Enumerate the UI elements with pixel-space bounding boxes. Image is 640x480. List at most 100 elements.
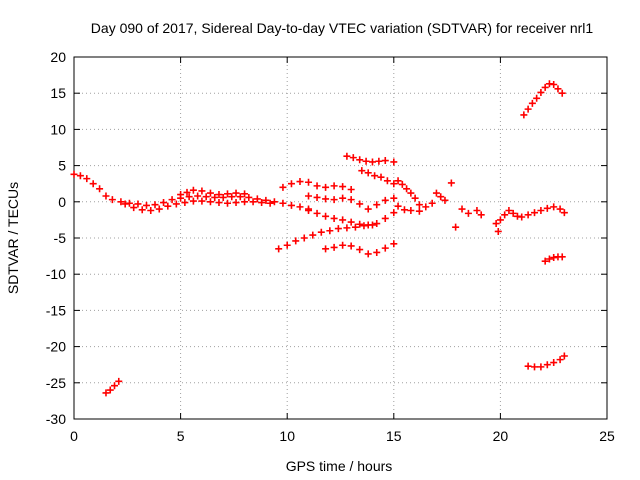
data-point: [155, 205, 163, 213]
axis-ticks: 0 5 10 15 20 25 -30 -25 -20 -15 -10 -5 0 5 10 15 20: [46, 49, 615, 444]
data-point: [206, 198, 214, 206]
data-point: [115, 377, 123, 385]
data-point: [531, 363, 539, 371]
x-axis-label: GPS time / hours: [286, 458, 393, 474]
data-point: [537, 206, 545, 214]
data-point: [89, 180, 97, 188]
sdtvar-late-neg22: [524, 352, 568, 371]
data-point: [368, 158, 376, 166]
data-point: [130, 204, 138, 212]
data-point: [339, 241, 347, 249]
data-point: [292, 237, 300, 245]
data-point: [111, 382, 119, 390]
data-point: [531, 209, 539, 217]
data-point: [432, 189, 440, 197]
data-point: [305, 206, 313, 214]
data-point: [287, 201, 295, 209]
data-point: [347, 185, 355, 193]
data-point: [377, 173, 385, 181]
data-point: [452, 223, 460, 231]
data-point: [262, 196, 270, 204]
data-point: [541, 83, 549, 91]
sdtvar-arc-upper-b: [305, 192, 398, 213]
data-point: [121, 200, 129, 208]
data-point: [215, 199, 223, 207]
data-point: [381, 157, 389, 165]
data-point: [373, 220, 381, 228]
data-point: [428, 199, 436, 207]
data-point: [249, 198, 257, 206]
data-point: [496, 216, 504, 224]
data-point: [283, 241, 291, 249]
data-point: [356, 246, 364, 254]
data-point: [373, 248, 381, 256]
data-point: [347, 242, 355, 250]
data-point: [313, 193, 321, 201]
sdtvar-arc-top-b: [358, 167, 398, 188]
data-point: [415, 201, 423, 209]
data-point: [317, 228, 325, 236]
data-point: [102, 389, 110, 397]
y-tick-label: -5: [54, 230, 67, 246]
data-point: [322, 183, 330, 191]
y-tick-label: -10: [46, 266, 66, 282]
data-points: [70, 80, 568, 397]
data-point: [177, 191, 185, 199]
sdtvar-main-trace: [70, 170, 313, 213]
data-point: [134, 200, 142, 208]
data-point: [224, 199, 232, 207]
data-point: [151, 201, 159, 209]
sdtvar-early-neg25: [102, 377, 123, 397]
sdtvar-falling-segment: [394, 177, 423, 209]
data-point: [390, 209, 398, 217]
data-point: [70, 170, 78, 178]
data-point: [339, 216, 347, 224]
data-point: [339, 183, 347, 191]
data-point: [524, 105, 532, 113]
data-point: [160, 199, 168, 207]
data-point: [147, 206, 155, 214]
sdtvar-late-main: [496, 203, 568, 224]
data-point: [360, 222, 368, 230]
data-point: [494, 227, 502, 235]
data-point: [296, 203, 304, 211]
data-point: [339, 194, 347, 202]
data-point: [202, 193, 210, 201]
data-point: [381, 214, 389, 222]
sdtvar-late-neg8: [541, 253, 566, 265]
data-point: [164, 202, 172, 210]
sdtvar-arc-mid: [305, 206, 398, 229]
x-tick-label: 15: [386, 428, 402, 444]
y-tick-label: 10: [50, 121, 66, 137]
data-point: [520, 111, 528, 119]
data-point: [556, 356, 564, 364]
data-point: [364, 205, 372, 213]
data-point: [168, 196, 176, 204]
sdtvar-arc-lower-a: [275, 221, 376, 253]
data-point: [441, 196, 449, 204]
data-point: [543, 361, 551, 369]
x-tick-label: 10: [279, 428, 295, 444]
data-point: [543, 204, 551, 212]
data-point: [362, 157, 370, 165]
data-point: [560, 209, 568, 217]
sdtvar-arc-lower-b: [322, 240, 398, 258]
sdtvar-scattered-16-20: [394, 179, 502, 235]
data-point: [270, 198, 278, 206]
data-point: [326, 227, 334, 235]
data-point: [524, 362, 532, 370]
data-point: [322, 245, 330, 253]
data-point: [76, 172, 84, 180]
data-point: [108, 196, 116, 204]
data-point: [224, 190, 232, 198]
data-point: [437, 193, 445, 201]
data-point: [356, 156, 364, 164]
y-axis-label: SDTVAR / TECUs: [5, 182, 21, 294]
data-point: [232, 199, 240, 207]
data-point: [189, 186, 197, 194]
data-point: [330, 214, 338, 222]
data-point: [558, 253, 566, 261]
data-point: [537, 363, 545, 371]
data-point: [364, 169, 372, 177]
data-point: [390, 240, 398, 248]
